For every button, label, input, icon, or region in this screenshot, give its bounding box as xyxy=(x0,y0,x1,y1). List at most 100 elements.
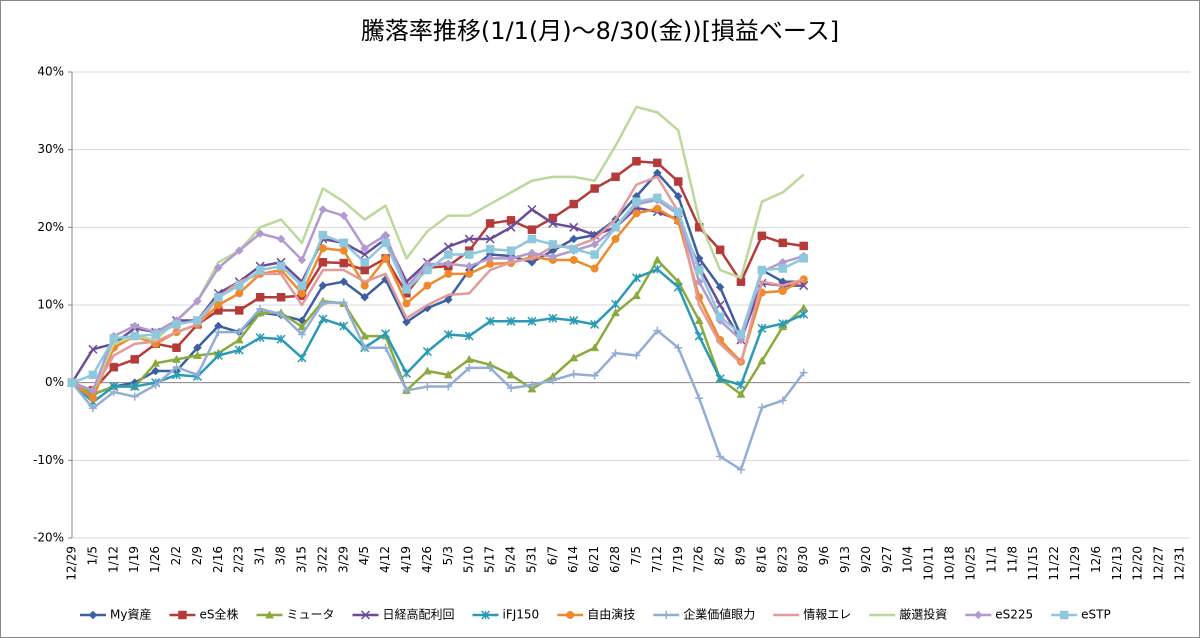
x-tick-label: 11/1 xyxy=(984,546,998,573)
marker xyxy=(444,382,453,391)
marker xyxy=(423,281,432,290)
marker xyxy=(318,258,328,267)
x-tick-label: 6/14 xyxy=(566,546,580,573)
marker xyxy=(109,334,119,343)
x-tick-label: 11/8 xyxy=(1005,546,1019,573)
marker xyxy=(464,234,474,244)
chart-title: 騰落率推移(1/1(月)～8/30(金))[損益ベース] xyxy=(361,17,839,45)
marker xyxy=(234,335,244,344)
marker xyxy=(611,349,620,358)
marker xyxy=(360,331,370,340)
marker xyxy=(757,356,767,365)
marker xyxy=(736,389,746,398)
marker xyxy=(799,368,808,377)
marker xyxy=(548,313,558,323)
marker xyxy=(318,281,328,290)
x-tick-label: 1/19 xyxy=(127,546,141,573)
marker xyxy=(694,331,704,341)
x-tick-label: 12/31 xyxy=(1173,546,1187,581)
marker xyxy=(611,299,621,309)
marker xyxy=(423,265,432,275)
x-tick-label: 3/29 xyxy=(336,546,350,573)
series-line xyxy=(71,258,805,396)
marker xyxy=(464,261,474,271)
marker xyxy=(485,244,495,254)
marker xyxy=(569,353,579,362)
y-tick-label: 30% xyxy=(37,142,64,156)
marker xyxy=(276,234,286,244)
marker xyxy=(548,376,557,385)
marker xyxy=(297,330,306,339)
marker xyxy=(590,371,599,380)
marker xyxy=(360,258,369,267)
legend-label: eSTP xyxy=(1081,608,1111,622)
x-tick-label: 7/26 xyxy=(692,546,706,573)
marker xyxy=(799,281,809,291)
x-tick-label: 12/6 xyxy=(1089,546,1103,573)
x-tick-label: 4/12 xyxy=(378,546,392,573)
marker xyxy=(757,323,767,333)
marker xyxy=(402,299,411,308)
x-tick-label: 12/20 xyxy=(1131,546,1145,581)
marker xyxy=(674,343,683,352)
x-tick-label: 4/5 xyxy=(357,546,371,565)
marker xyxy=(88,386,98,395)
legend-label: 日経高配利回 xyxy=(383,607,455,622)
marker xyxy=(716,452,725,461)
marker xyxy=(652,264,662,274)
x-tick-label: 1/12 xyxy=(106,546,120,573)
x-tick-label: 12/27 xyxy=(1152,546,1166,581)
marker xyxy=(214,301,223,309)
x-tick-label: 8/30 xyxy=(796,546,810,573)
marker xyxy=(778,238,788,248)
marker xyxy=(381,329,391,339)
marker xyxy=(464,250,474,259)
marker xyxy=(172,343,181,352)
marker xyxy=(360,610,371,620)
marker xyxy=(265,610,274,619)
legend-item: My資産 xyxy=(80,607,151,622)
x-tick-label: 5/31 xyxy=(524,546,538,573)
legend-item: 企業価値眼力 xyxy=(653,607,755,622)
marker xyxy=(590,264,599,273)
marker xyxy=(715,245,725,255)
marker xyxy=(506,216,516,225)
marker xyxy=(234,281,244,290)
marker xyxy=(569,255,578,264)
marker xyxy=(109,387,118,396)
marker xyxy=(276,334,286,344)
y-tick-label: 10% xyxy=(37,298,64,312)
marker xyxy=(443,259,453,269)
x-tick-label: 5/17 xyxy=(483,546,497,573)
marker xyxy=(569,234,579,244)
marker xyxy=(611,223,620,232)
marker xyxy=(485,254,495,263)
legend-label: 厳選投資 xyxy=(899,607,947,622)
marker xyxy=(339,298,348,307)
marker xyxy=(443,329,453,340)
marker xyxy=(339,258,349,268)
legend-label: eS225 xyxy=(995,608,1033,622)
marker xyxy=(527,225,537,234)
x-tick-label: 1/26 xyxy=(148,546,162,573)
x-tick-label: 1/5 xyxy=(85,546,99,565)
marker xyxy=(235,289,244,298)
marker xyxy=(423,382,432,391)
marker xyxy=(590,319,600,329)
marker xyxy=(297,353,307,363)
marker xyxy=(506,254,516,263)
marker xyxy=(653,326,662,335)
marker xyxy=(632,291,641,300)
marker xyxy=(566,611,575,619)
marker xyxy=(506,222,516,232)
marker xyxy=(172,363,181,372)
marker xyxy=(130,392,139,401)
x-tick-label: 8/16 xyxy=(754,546,768,573)
marker xyxy=(339,277,349,287)
marker xyxy=(653,204,662,213)
marker xyxy=(778,264,788,273)
x-tick-label: 3/1 xyxy=(253,546,267,565)
marker xyxy=(569,316,579,326)
marker xyxy=(443,295,453,304)
